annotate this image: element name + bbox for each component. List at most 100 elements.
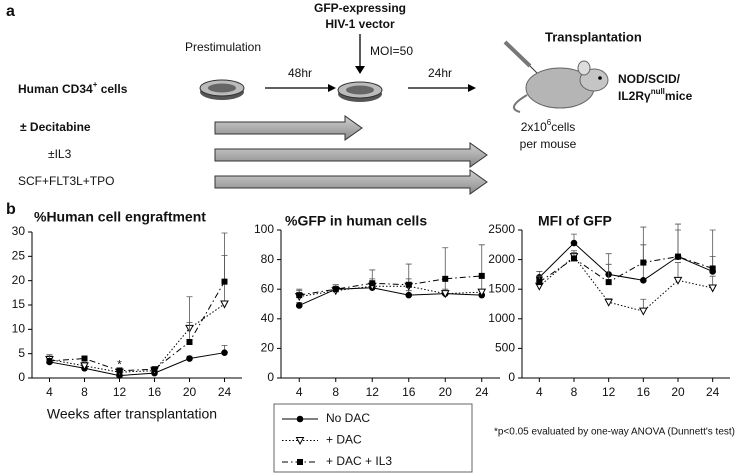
marker (295, 302, 303, 309)
x-tick-label: 12 (602, 385, 616, 399)
y-tick-label: 30 (12, 224, 26, 238)
y-tick-label: 20 (261, 341, 275, 355)
x-tick-label: 20 (671, 385, 685, 399)
series-line (539, 256, 713, 283)
y-tick-label: 0 (508, 370, 515, 384)
y-tick-label: 500 (495, 341, 515, 355)
error-bar (405, 263, 412, 285)
panel-label: b (6, 201, 16, 218)
step-label: Transplantation (545, 29, 642, 44)
treatment-arrow (214, 142, 488, 168)
marker (440, 290, 450, 299)
marker (221, 278, 228, 285)
error-bar (478, 244, 485, 276)
vector-label: HIV-1 vector (325, 17, 395, 31)
marker (638, 307, 648, 316)
marker (332, 286, 339, 293)
series-line (299, 287, 482, 306)
chart-title: %Human cell engraftment (34, 209, 206, 225)
marker (405, 281, 412, 288)
marker (221, 349, 228, 356)
marker (570, 239, 578, 247)
legend-label: + DAC + IL3 (326, 454, 392, 468)
x-tick-label: 16 (637, 385, 651, 399)
y-tick-label: 40 (261, 311, 275, 325)
marker (151, 366, 158, 373)
treatment-arrow (214, 115, 363, 141)
treatment-label: ±IL3 (48, 147, 72, 161)
marker (536, 279, 543, 286)
error-bar (442, 247, 449, 279)
marker (186, 355, 193, 362)
marker (709, 265, 716, 272)
y-tick-label: 1500 (488, 281, 515, 295)
series-line (538, 242, 713, 281)
series-line (299, 275, 482, 296)
y-tick-label: 60 (261, 281, 275, 295)
x-tick-label: 16 (402, 385, 416, 399)
x-tick-label: 12 (113, 385, 127, 399)
error-bar (186, 322, 193, 342)
x-axis-label: Weeks after transplantation (47, 406, 217, 422)
panel-label: a (6, 3, 15, 20)
legend-marker (297, 459, 303, 465)
culture-dish (337, 81, 383, 102)
footnote: *p<0.05 evaluated by one-way ANOVA (Dunn… (494, 427, 735, 438)
x-tick-label: 24 (218, 385, 232, 399)
y-tick-label: 1000 (488, 311, 515, 325)
treatment-label: SCF+FLT3L+TPO (18, 174, 114, 188)
recipient-label: NOD/SCID/ (618, 72, 681, 86)
y-tick-label: 0 (18, 370, 25, 384)
x-tick-label: 20 (439, 385, 453, 399)
marker (46, 357, 53, 364)
legend (273, 403, 473, 473)
marker (640, 277, 647, 284)
marker (675, 253, 681, 260)
x-tick-label: 4 (296, 385, 303, 399)
x-tick-label: 16 (148, 385, 162, 399)
arrow-head (355, 66, 365, 74)
marker (405, 291, 413, 299)
marker (478, 272, 485, 279)
series-line (299, 285, 482, 298)
legend-label: + DAC (326, 433, 362, 447)
time-label: 48hr (288, 66, 312, 80)
y-tick-label: 2000 (488, 252, 515, 266)
legend-marker (296, 415, 304, 423)
error-bar (675, 229, 681, 257)
x-tick-label: 24 (706, 385, 720, 399)
treatment-arrow (214, 169, 488, 195)
y-tick-label: 100 (254, 222, 274, 236)
x-tick-label: 8 (571, 385, 578, 399)
y-tick-label: 80 (261, 252, 275, 266)
x-tick-label: 4 (46, 385, 53, 399)
marker (220, 300, 229, 309)
series-line (49, 303, 225, 373)
culture-dish (199, 79, 245, 100)
marker (640, 259, 647, 266)
marker (673, 276, 683, 285)
arrow-head (328, 84, 336, 92)
legend-marker (295, 437, 305, 446)
annotation: * (117, 358, 122, 372)
y-tick-label: 5 (18, 346, 25, 360)
y-tick-label: 25 (12, 249, 26, 263)
marker (442, 275, 449, 282)
error-bar (640, 226, 647, 263)
recipient-label: IL2Rγnullmice (618, 87, 693, 103)
source-label: Human CD34+ cells (18, 80, 128, 96)
vector-label: GFP-expressing (314, 1, 406, 15)
chart-title: MFI of GFP (538, 213, 612, 229)
dose-label: 2x106cells (521, 118, 576, 134)
x-tick-label: 12 (366, 385, 380, 399)
x-tick-label: 8 (81, 385, 88, 399)
x-tick-label: 8 (332, 385, 339, 399)
step-label: Prestimulation (185, 40, 261, 54)
y-tick-label: 10 (12, 322, 26, 336)
x-tick-label: 20 (183, 385, 197, 399)
treatment-label: ± Decitabine (20, 120, 91, 134)
arrow-head (468, 84, 476, 92)
y-tick-label: 20 (12, 273, 26, 287)
series-line (49, 352, 225, 377)
